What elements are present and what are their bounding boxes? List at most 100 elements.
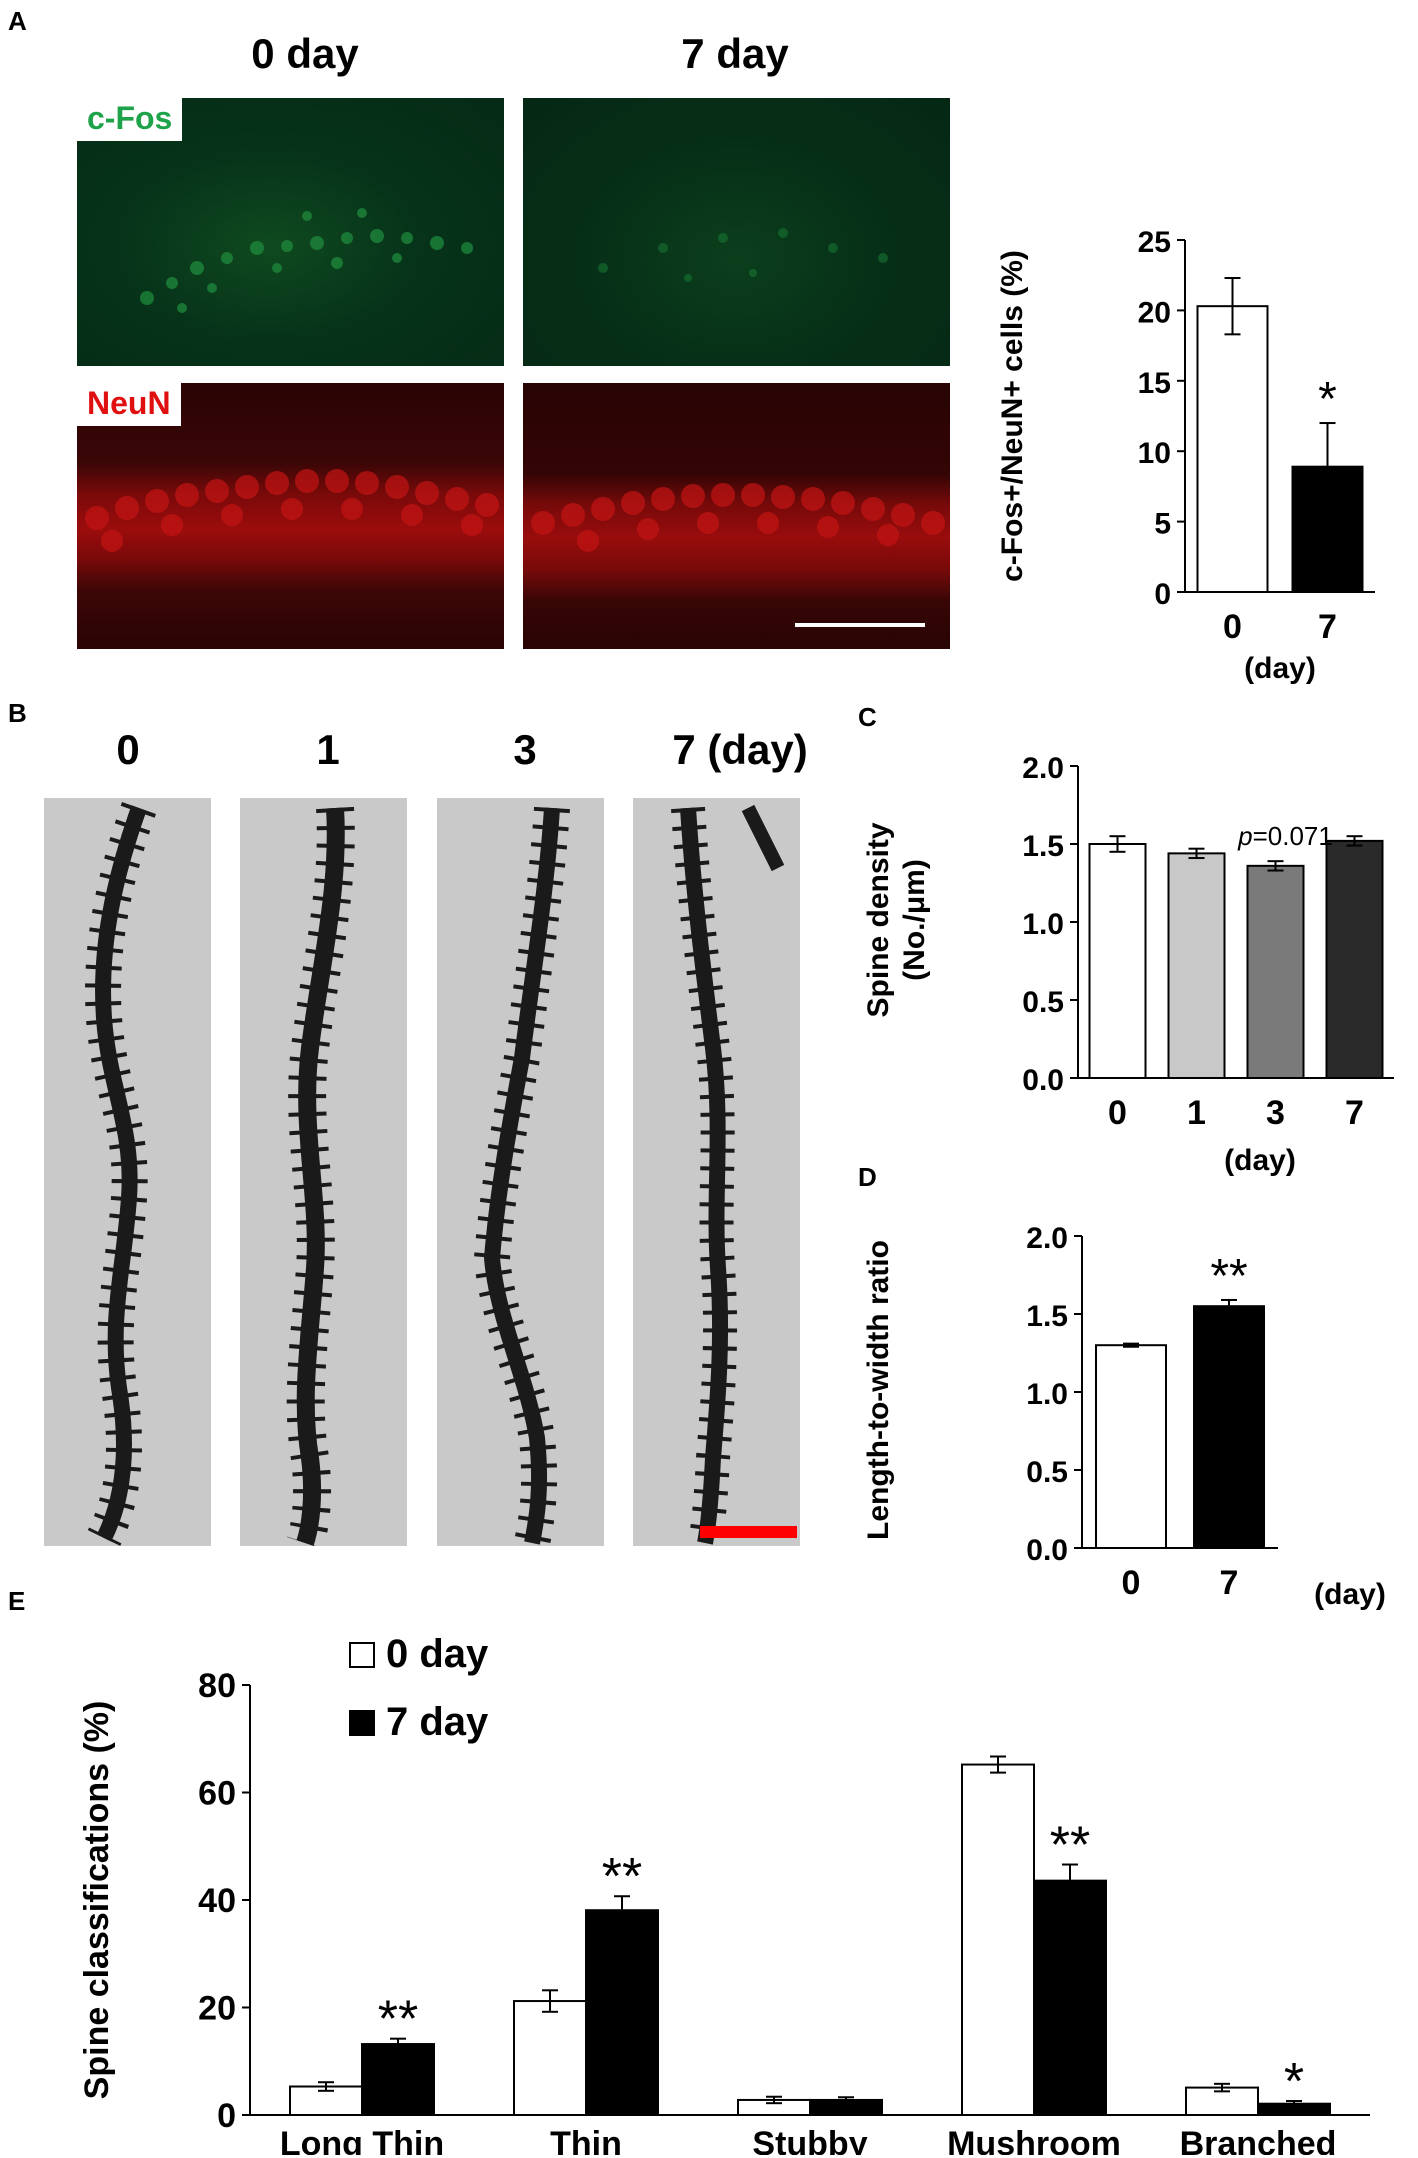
- y-tick-label: 0.0: [1026, 1534, 1068, 1567]
- dendrite-image-day-0: [44, 798, 211, 1547]
- legend-label: 7 day: [386, 1700, 489, 1744]
- panel-letter-c: C: [858, 702, 877, 732]
- y-axis-label: Spine density: [862, 822, 895, 1017]
- panel-letter-b: B: [8, 698, 27, 728]
- y-tick-label: 1.5: [1026, 1300, 1068, 1333]
- scale-bar-neun: [795, 623, 925, 627]
- x-tick-label: 1: [1187, 1094, 1206, 1132]
- significance-marker: *: [1284, 2053, 1304, 2111]
- cfos-image-7-day: [523, 98, 950, 366]
- dendrite-3: [473, 806, 570, 1547]
- panel-letter-a: A: [8, 6, 27, 36]
- y-tick-label: 0.5: [1026, 1456, 1068, 1489]
- x-tick-label: Stubby: [752, 2125, 867, 2155]
- neun-cells-0-day: [85, 469, 499, 552]
- x-tick-label: 0: [1223, 608, 1242, 646]
- y-tick-label: 0: [1154, 578, 1171, 611]
- significance-marker: *: [1318, 373, 1337, 426]
- bar-3: [1246, 864, 1305, 1079]
- y-tick-label: 1.5: [1022, 830, 1064, 863]
- cfos-image-0-day: c-Fos: [77, 98, 504, 366]
- y-tick-label: 15: [1138, 367, 1171, 400]
- bar-0: [1196, 305, 1269, 593]
- neun-image-7-day: [523, 383, 950, 649]
- y-axis-label: Spine classifications (%): [78, 1701, 116, 2100]
- cfos-cells-7-day: [598, 228, 888, 282]
- cfos-cells-0-day: [140, 208, 473, 313]
- panel-b-label-3: 3: [513, 726, 537, 773]
- x-tick-label: 7: [1345, 1094, 1364, 1132]
- x-tick-label: 7: [1318, 608, 1337, 646]
- y-axis-label: Length-to-width ratio: [862, 1240, 895, 1540]
- x-axis-label: (day): [1224, 1144, 1296, 1177]
- panel-b-label-1: 1: [316, 726, 340, 773]
- bar-7: [1325, 839, 1384, 1079]
- chart-a: 0 5 10 15 20 25 0 7(day) c-Fos+/NeuN+ cells (%) *: [996, 226, 1375, 685]
- neun-cells-7-day: [531, 483, 945, 552]
- y-tick-label: 2.0: [1026, 1222, 1068, 1255]
- bar-7-day-Long-Thin: [361, 2043, 435, 2116]
- neun-label: NeuN: [77, 383, 181, 426]
- x-tick-label: Branched: [1180, 2125, 1337, 2155]
- neun-image-0-day: NeuN: [77, 383, 504, 649]
- chart-c: 0.0 0.5 1.0 1.5 2.0 0 1 3 7 (day) Spine density (No…: [862, 752, 1394, 1177]
- legend-swatch-7-day: [349, 1710, 375, 1736]
- bar-7: [1193, 1305, 1265, 1549]
- x-tick-label: 0: [1108, 1094, 1127, 1132]
- panel-letter-d: D: [858, 1162, 877, 1192]
- x-axis-label: (day): [1314, 1578, 1386, 1611]
- x-tick-label: Long Thin: [280, 2125, 444, 2155]
- x-tick-label: 7: [1220, 1564, 1239, 1602]
- significance-marker: **: [1210, 1250, 1247, 1303]
- y-tick-label: 10: [1138, 437, 1171, 470]
- legend-swatch-0-day: [349, 1642, 375, 1668]
- p-value-annotation: p=0.071: [1237, 821, 1333, 851]
- y-axis-label: c-Fos+/NeuN+ cells (%): [996, 250, 1029, 582]
- bar-1: [1167, 852, 1226, 1079]
- significance-marker: **: [1050, 1817, 1090, 1875]
- dendrite-7: [671, 804, 785, 1547]
- bar-0-day-Thin: [513, 2000, 587, 2116]
- dendrite-image-day-7: [633, 798, 800, 1547]
- y-tick-label: 1.0: [1022, 908, 1064, 941]
- y-tick-label: 5: [1154, 508, 1171, 541]
- y-tick-label: 40: [198, 1882, 236, 1920]
- y-axis-label-line2: (No./μm): [898, 859, 931, 981]
- y-tick-label: 60: [198, 1775, 236, 1813]
- x-tick-label: Thin: [550, 2125, 622, 2155]
- panel-letter-e: E: [8, 1586, 26, 1616]
- y-tick-label: 1.0: [1026, 1378, 1068, 1411]
- y-tick-label: 0.0: [1022, 1064, 1064, 1097]
- chart-d: 0.0 0.5 1.0 1.5 2.0 0 7 (day) Length-to-width ra…: [862, 1222, 1386, 1611]
- x-tick-label: 3: [1266, 1094, 1285, 1132]
- dendrite-image-day-1: [240, 798, 407, 1550]
- y-tick-label: 80: [198, 1667, 236, 1705]
- chart-e: 0 20 40 60 80 Long Thin Thin Stubby Mushroom Bran…: [78, 1632, 1370, 2155]
- panel-a-label-7-day: 7 day: [681, 30, 789, 77]
- bar-7-day-Thin: [585, 1909, 659, 2116]
- y-tick-label: 20: [1138, 296, 1171, 329]
- y-tick-label: 20: [198, 1990, 236, 2028]
- significance-marker: **: [378, 1991, 418, 2049]
- panel-b-label-0: 0: [116, 726, 140, 773]
- x-tick-label: 0: [1122, 1564, 1141, 1602]
- bar-0-day-Mushroom: [961, 1763, 1035, 2117]
- y-tick-label: 0: [217, 2097, 236, 2135]
- x-axis-label: (day): [1244, 652, 1316, 685]
- dendrite-1: [286, 806, 355, 1550]
- panel-b-label-7: 7 (day): [672, 726, 808, 773]
- cfos-label: c-Fos: [77, 98, 183, 141]
- bar-0: [1095, 1344, 1167, 1549]
- legend-label: 0 day: [386, 1632, 489, 1676]
- panel-a-label-0-day: 0 day: [251, 30, 359, 77]
- x-tick-label: Mushroom: [947, 2125, 1121, 2155]
- dendrite-0: [85, 801, 156, 1547]
- bar-7-day-Mushroom: [1033, 1879, 1107, 2116]
- y-tick-label: 2.0: [1022, 752, 1064, 785]
- dendrite-image-day-3: [437, 798, 604, 1547]
- y-tick-label: 25: [1138, 226, 1171, 259]
- y-tick-label: 0.5: [1022, 986, 1064, 1019]
- scale-bar-dendrite: [700, 1526, 797, 1538]
- bar-0: [1088, 843, 1147, 1079]
- significance-marker: **: [602, 1848, 642, 1906]
